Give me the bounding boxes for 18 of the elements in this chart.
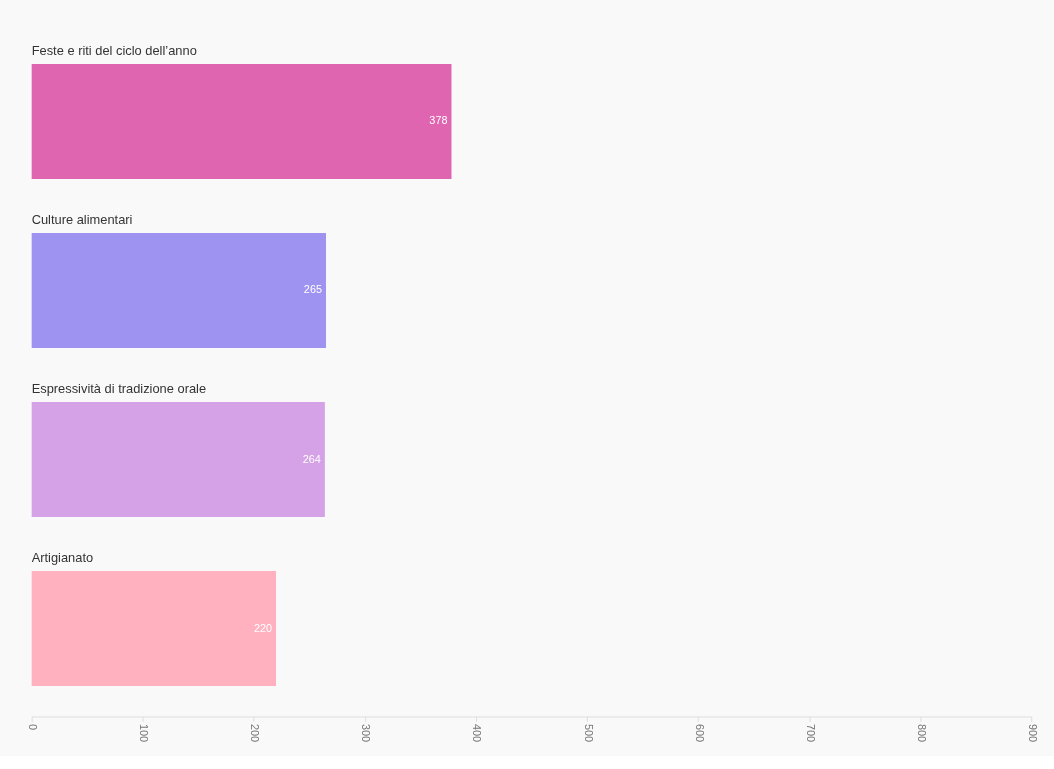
x-tick-label: 200 <box>249 723 262 743</box>
data-label: 378 <box>429 114 448 127</box>
x-tick-label: 900 <box>1026 723 1039 743</box>
data-label: 220 <box>253 621 273 634</box>
y-tick-label: Artigianato <box>31 550 94 566</box>
x-tick-label: 400 <box>471 723 484 743</box>
y-tick-label: Feste e riti del ciclo dell’anno <box>31 43 197 59</box>
x-tick-label: 600 <box>693 723 706 743</box>
data-label: 265 <box>303 283 323 296</box>
x-tick-label: 700 <box>804 723 817 743</box>
x-tick-label: 500 <box>582 723 595 743</box>
data-label: 264 <box>302 452 321 465</box>
y-tick-label: Espressività di tradizione orale <box>31 381 207 397</box>
x-tick-label: 100 <box>138 723 151 743</box>
y-tick-label: Culture alimentari <box>31 212 133 228</box>
x-tick-label: 0 <box>27 723 40 730</box>
x-tick-label: 800 <box>915 723 928 743</box>
x-tick-label: 300 <box>360 723 373 743</box>
